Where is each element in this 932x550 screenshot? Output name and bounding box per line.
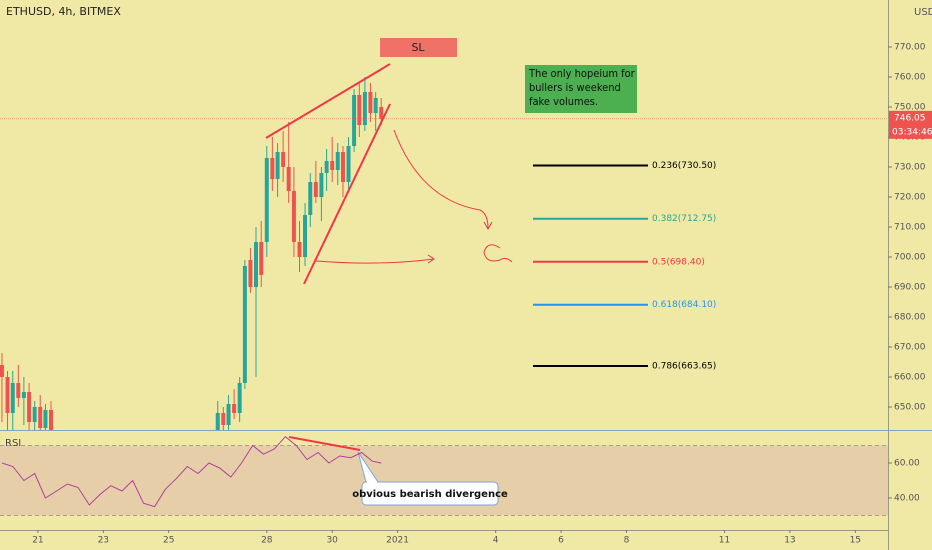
callout-box bbox=[361, 481, 499, 506]
candle-body bbox=[281, 152, 286, 168]
candle-body bbox=[264, 158, 269, 242]
callout-text: obvious bearish divergence bbox=[352, 489, 508, 500]
x-tick-label: 28 bbox=[261, 536, 273, 546]
y-tick-label: 770.00 bbox=[894, 43, 926, 53]
x-tick-label: 11 bbox=[719, 536, 730, 546]
countdown-label: 03:34:46 bbox=[892, 127, 932, 137]
candle-body bbox=[49, 409, 54, 430]
unit-label: USD bbox=[914, 7, 932, 18]
candle-body bbox=[215, 412, 220, 430]
divergence-line bbox=[288, 436, 361, 451]
candle-body bbox=[324, 161, 329, 174]
arrow-head bbox=[483, 221, 493, 231]
sl-label: SL bbox=[411, 41, 425, 54]
y-tick-label: 720.00 bbox=[894, 193, 926, 203]
y-tick-label: 680.00 bbox=[894, 312, 926, 322]
candle-body bbox=[340, 152, 345, 183]
x-tick-label: 25 bbox=[163, 536, 174, 546]
candle-body bbox=[259, 241, 264, 275]
candle-body bbox=[221, 412, 226, 425]
note-line: The only hopeium for bbox=[528, 67, 636, 80]
y-tick-label: 40.00 bbox=[894, 493, 920, 503]
candle-body bbox=[362, 92, 367, 126]
candle-body bbox=[303, 215, 308, 257]
x-tick-label: 23 bbox=[98, 536, 109, 546]
candle-body bbox=[352, 95, 357, 147]
candle-body bbox=[237, 382, 242, 413]
last-price-label: 746.05 bbox=[894, 113, 926, 123]
note-line: fake volumes. bbox=[529, 95, 598, 108]
y-tick-label: 710.00 bbox=[894, 222, 926, 232]
candle-body bbox=[357, 95, 362, 126]
candle-body bbox=[319, 173, 324, 198]
y-tick-label: 650.00 bbox=[894, 402, 926, 412]
arrow bbox=[393, 129, 489, 229]
note-line: bullers is weekend bbox=[529, 81, 621, 94]
candle-body bbox=[313, 182, 318, 198]
fib-label: 0.618(684.10) bbox=[652, 300, 716, 310]
trend-line bbox=[265, 63, 391, 139]
candle-body bbox=[291, 191, 296, 242]
y-tick-label: 60.00 bbox=[894, 458, 920, 468]
x-tick-label: 21 bbox=[32, 536, 43, 546]
candle-body bbox=[270, 158, 275, 180]
fib-label: 0.786(663.65) bbox=[652, 362, 716, 372]
y-tick-label: 690.00 bbox=[894, 282, 926, 292]
candle-body bbox=[275, 152, 280, 180]
y-tick-label: 700.00 bbox=[894, 252, 926, 262]
x-tick-label: 4 bbox=[493, 536, 499, 546]
candle-body bbox=[43, 409, 48, 428]
note-box bbox=[525, 65, 637, 113]
candle-body bbox=[297, 241, 302, 257]
candle-body bbox=[308, 182, 313, 215]
candle-body bbox=[21, 391, 26, 398]
candle-body bbox=[248, 259, 253, 287]
sl-box bbox=[380, 38, 457, 57]
fib-label: 0.5(698.40) bbox=[652, 257, 705, 267]
candles bbox=[0, 77, 384, 430]
arrow bbox=[483, 244, 513, 263]
candle-body bbox=[330, 161, 335, 171]
x-tick-label: 15 bbox=[850, 536, 861, 546]
rsi-title: RSI bbox=[5, 438, 21, 449]
candle-body bbox=[232, 403, 237, 413]
candle-body bbox=[373, 98, 378, 114]
arrow bbox=[315, 258, 435, 264]
x-tick-label: 13 bbox=[784, 536, 795, 546]
y-tick-label: 730.00 bbox=[894, 163, 926, 173]
fib-label: 0.382(712.75) bbox=[652, 214, 716, 224]
candle-body bbox=[346, 146, 351, 183]
candle-body bbox=[5, 376, 10, 413]
candle-body bbox=[10, 382, 15, 413]
y-tick-label: 760.00 bbox=[894, 73, 926, 83]
y-tick-label: 660.00 bbox=[894, 372, 926, 382]
candle-body bbox=[242, 265, 247, 383]
candle-body bbox=[16, 382, 21, 398]
candle-body bbox=[38, 406, 43, 428]
candle-body bbox=[379, 107, 384, 119]
fib-label: 0.236(730.50) bbox=[652, 161, 716, 171]
last-price-box bbox=[889, 110, 932, 139]
candle-body bbox=[254, 241, 259, 287]
x-tick-label: 6 bbox=[558, 536, 564, 546]
x-tick-label: 2021 bbox=[386, 536, 409, 546]
candle-body bbox=[226, 403, 231, 425]
rsi-line bbox=[1, 436, 382, 508]
y-tick-label: 750.00 bbox=[894, 103, 926, 113]
candle-body bbox=[368, 92, 373, 114]
y-tick-label: 670.00 bbox=[894, 342, 926, 352]
candle-body bbox=[0, 364, 4, 377]
candle-body bbox=[286, 167, 291, 192]
candle-body bbox=[32, 406, 37, 422]
trend-line bbox=[303, 103, 391, 285]
candle-body bbox=[335, 152, 340, 171]
x-tick-label: 30 bbox=[326, 536, 338, 546]
arrow-head bbox=[427, 254, 435, 264]
x-tick-label: 8 bbox=[624, 536, 630, 546]
candle-body bbox=[27, 391, 32, 422]
symbol-title: ETHUSD, 4h, BITMEX bbox=[6, 5, 121, 18]
